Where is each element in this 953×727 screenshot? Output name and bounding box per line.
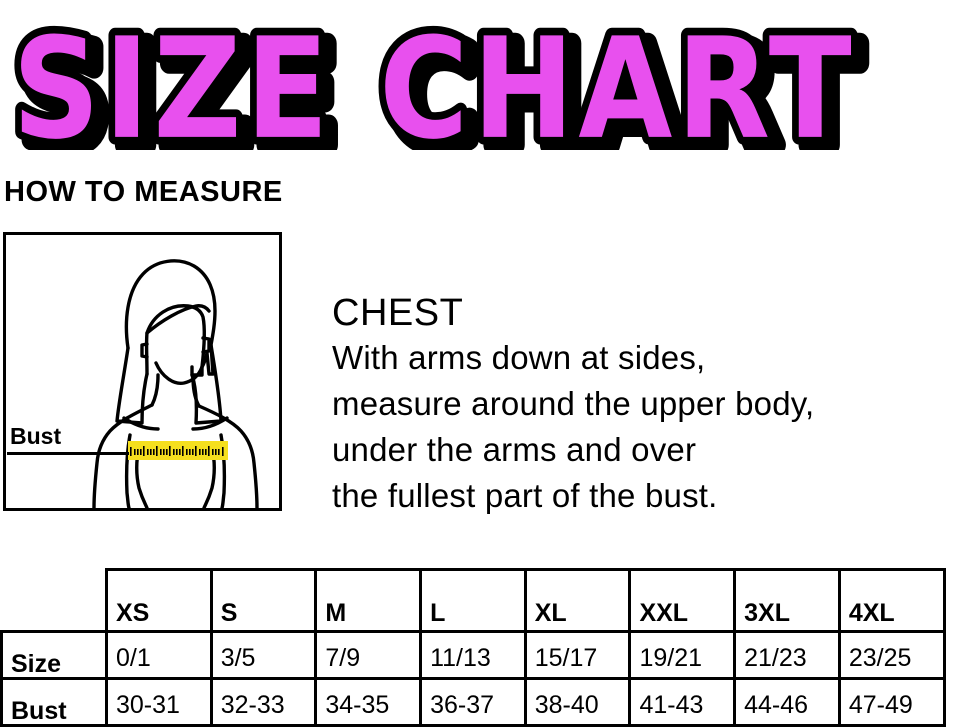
table-header-row: XS S M L XL XXL 3XL 4XL xyxy=(2,568,946,633)
chest-line-2: measure around the upper body, xyxy=(332,384,815,422)
table-row-size: Size 0/1 3/5 7/9 11/13 15/17 19/21 21/23… xyxy=(0,630,946,680)
cell-size-m: 7/9 xyxy=(314,630,423,680)
chest-instructions: CHEST With arms down at sides, measure a… xyxy=(332,292,942,519)
page-title-artwork: SIZE CHART SIZE CHART xyxy=(5,1,870,150)
cell-bust-l: 36-37 xyxy=(419,677,527,727)
column-header-s: S xyxy=(209,568,318,633)
cell-size-3xl: 21/23 xyxy=(733,630,841,680)
page-title: SIZE CHART SIZE CHART xyxy=(0,0,953,150)
cell-bust-m: 34-35 xyxy=(314,677,423,727)
row-label-bust: Bust xyxy=(0,677,108,727)
row-label-size: Size xyxy=(0,630,108,680)
how-to-measure-heading: HOW TO MEASURE xyxy=(4,176,283,208)
table-row-bust: Bust 30-31 32-33 34-35 36-37 38-40 41-43… xyxy=(0,677,946,727)
chest-line-3: under the arms and over xyxy=(332,430,697,468)
size-table-container: XS S M L XL XXL 3XL 4XL Size 0/1 3/5 7/9… xyxy=(0,568,953,727)
cell-size-4xl: 23/25 xyxy=(837,630,946,680)
tape-measure-icon xyxy=(128,441,228,460)
chest-line-4: the fullest part of the bust. xyxy=(332,477,718,515)
column-header-xs: XS xyxy=(105,568,213,633)
measurement-figure-box xyxy=(3,232,282,511)
cell-size-xl: 15/17 xyxy=(523,630,632,680)
bust-callout-leader-line xyxy=(7,452,129,455)
cell-bust-4xl: 47-49 xyxy=(837,677,946,727)
cell-bust-xxl: 41-43 xyxy=(628,677,737,727)
cell-bust-s: 32-33 xyxy=(209,677,318,727)
cell-size-s: 3/5 xyxy=(209,630,318,680)
title-text: SIZE CHART xyxy=(12,8,855,150)
column-header-4xl: 4XL xyxy=(837,568,946,633)
bust-callout-label: Bust xyxy=(10,423,62,449)
chest-heading: CHEST xyxy=(332,292,464,334)
cell-size-xxl: 19/21 xyxy=(628,630,737,680)
column-header-l: L xyxy=(419,568,527,633)
column-header-m: M xyxy=(314,568,423,633)
size-table: XS S M L XL XXL 3XL 4XL Size 0/1 3/5 7/9… xyxy=(0,568,946,727)
cell-size-l: 11/13 xyxy=(419,630,527,680)
cell-size-xs: 0/1 xyxy=(105,630,213,680)
female-torso-line-art xyxy=(92,259,259,508)
cell-bust-xs: 30-31 xyxy=(105,677,213,727)
table-corner-cell xyxy=(2,570,107,632)
column-header-xxl: XXL xyxy=(628,568,737,633)
cell-bust-3xl: 44-46 xyxy=(733,677,841,727)
title-shadow-text: SIZE CHART xyxy=(21,16,864,150)
column-header-3xl: 3XL xyxy=(733,568,841,633)
cell-bust-xl: 38-40 xyxy=(523,677,632,727)
chest-line-1: With arms down at sides, xyxy=(332,338,706,376)
column-header-xl: XL xyxy=(523,568,632,633)
